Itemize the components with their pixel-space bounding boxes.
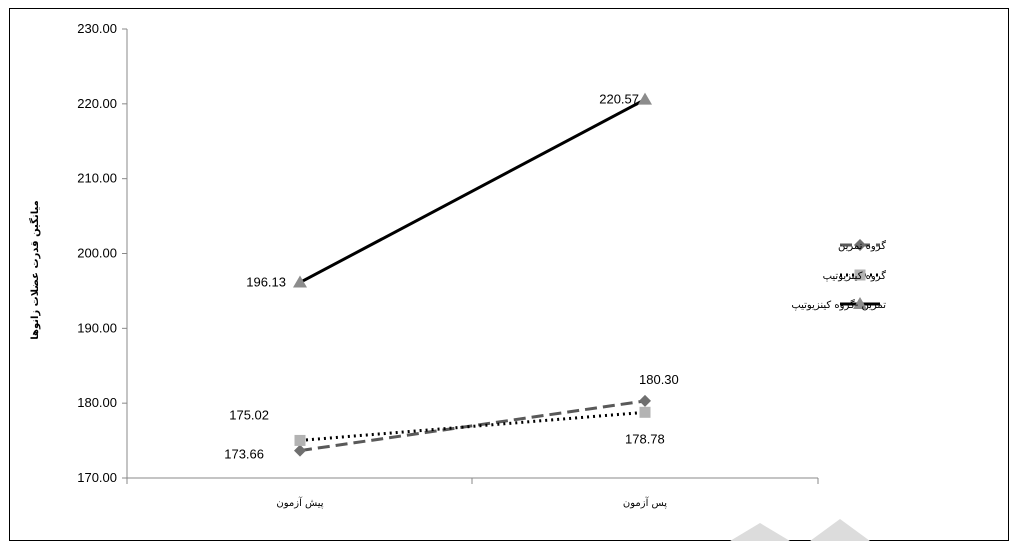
legend-marker-1 [854,269,866,281]
legend-label-0: گروه تمرین [838,240,886,252]
y-axis-label: میانگین قدرت عضلات زانوها [28,200,41,339]
data-label: 220.57 [599,92,639,107]
data-point-1-1 [639,406,651,418]
chart-frame [9,8,1009,541]
data-label: 180.30 [639,372,679,387]
y-tick-label: 190.00 [77,320,117,335]
x-tick-label: پیش آزمون [276,496,323,509]
data-point-0-0 [294,444,306,457]
y-tick-label: 210.00 [77,171,117,186]
y-tick-label: 230.00 [77,21,117,36]
legend-marker-0 [854,239,866,251]
legend-label-1: گروه کینزیوتیپ [823,270,887,282]
data-label: 196.13 [246,274,286,289]
data-point-2-0 [293,275,307,288]
series-line-1 [299,410,646,442]
data-point-1-0 [294,434,306,446]
y-tick-label: 220.00 [77,96,117,111]
data-label: 173.66 [224,447,264,462]
y-tick-label: 170.00 [77,470,117,485]
y-tick-label: 180.00 [77,395,117,410]
data-point-2-1 [638,92,652,105]
series-line-0 [299,399,646,453]
y-tick-label: 200.00 [77,246,117,261]
data-label: 178.78 [625,431,665,446]
series-line-2 [299,98,646,284]
data-label: 175.02 [229,407,269,422]
data-point-0-1 [639,394,651,407]
legend-marker-2 [853,297,867,309]
x-tick-label: پس آزمون [623,496,667,509]
watermark-shape [730,519,870,541]
legend-label-2: تمرین -گروه کینزیوتیپ [791,299,886,311]
